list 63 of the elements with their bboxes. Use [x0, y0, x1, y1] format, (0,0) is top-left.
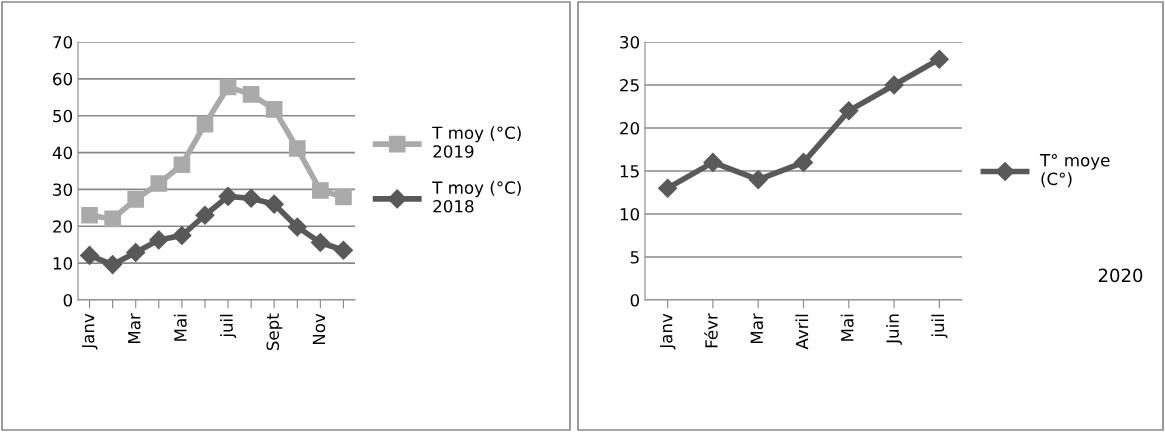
point [703, 152, 723, 172]
point [264, 194, 284, 214]
point [172, 225, 192, 246]
point [288, 140, 306, 157]
y-tick-label: 30 [53, 183, 73, 196]
point [333, 240, 353, 260]
point [335, 188, 352, 206]
y-tick-label: 20 [53, 220, 73, 233]
legend-label: T moy (°C) 2018 [432, 181, 521, 213]
point [312, 182, 329, 199]
point [196, 115, 214, 133]
point [242, 86, 260, 103]
x-tick-label: Janv [81, 313, 98, 350]
point [195, 205, 215, 225]
point [793, 152, 814, 172]
point [126, 242, 146, 262]
y-tick-label: 50 [53, 109, 73, 123]
point [884, 75, 904, 95]
x-tick-label: Mar [128, 313, 141, 343]
point [218, 186, 238, 206]
y-tick-label: 70 [53, 35, 73, 49]
point [81, 206, 98, 224]
point [839, 101, 859, 121]
point [104, 210, 121, 228]
point [265, 101, 283, 118]
point [127, 191, 145, 208]
y-tick-label: 60 [53, 72, 73, 86]
x-tick-label: Janv [660, 313, 676, 350]
x-tick-label: Nov [312, 313, 326, 345]
legend-label: T moy (°C) 2019 [432, 126, 521, 158]
point [748, 170, 768, 190]
text: 2020 [1098, 268, 1143, 283]
y-tick-label: 25 [620, 78, 639, 92]
x-tick-label: Mai [840, 314, 854, 341]
y-tick-label: 15 [620, 165, 639, 178]
x-tick-label: Mar [750, 313, 764, 343]
point [149, 230, 169, 250]
point [219, 78, 237, 96]
point [310, 232, 330, 253]
x-tick-label: Mai [173, 314, 187, 341]
point [929, 49, 949, 69]
x-tick-label: Juin [886, 314, 903, 345]
point [80, 245, 100, 265]
point [150, 175, 168, 192]
point [658, 178, 678, 198]
y-tick-label: 0 [63, 293, 73, 307]
point [173, 156, 191, 174]
y-tick-label: 10 [620, 207, 640, 221]
point [241, 188, 261, 208]
x-tick-label: Avril [795, 314, 809, 350]
x-tick-label: juil [219, 314, 237, 338]
point [287, 217, 307, 237]
y-tick-label: 10 [53, 257, 73, 270]
y-tick-label: 40 [52, 146, 73, 160]
point [103, 255, 123, 275]
x-tick-label: juil [931, 314, 948, 338]
x-tick-label: Févr [704, 313, 718, 348]
y-tick-label: 20 [620, 121, 640, 135]
y-tick-label: 30 [620, 35, 640, 49]
x-tick-label: Sept [266, 313, 283, 351]
y-tick-label: 5 [630, 251, 639, 264]
y-tick-label: 0 [630, 293, 640, 307]
legend-label: T° moye (C°) [1039, 153, 1110, 188]
